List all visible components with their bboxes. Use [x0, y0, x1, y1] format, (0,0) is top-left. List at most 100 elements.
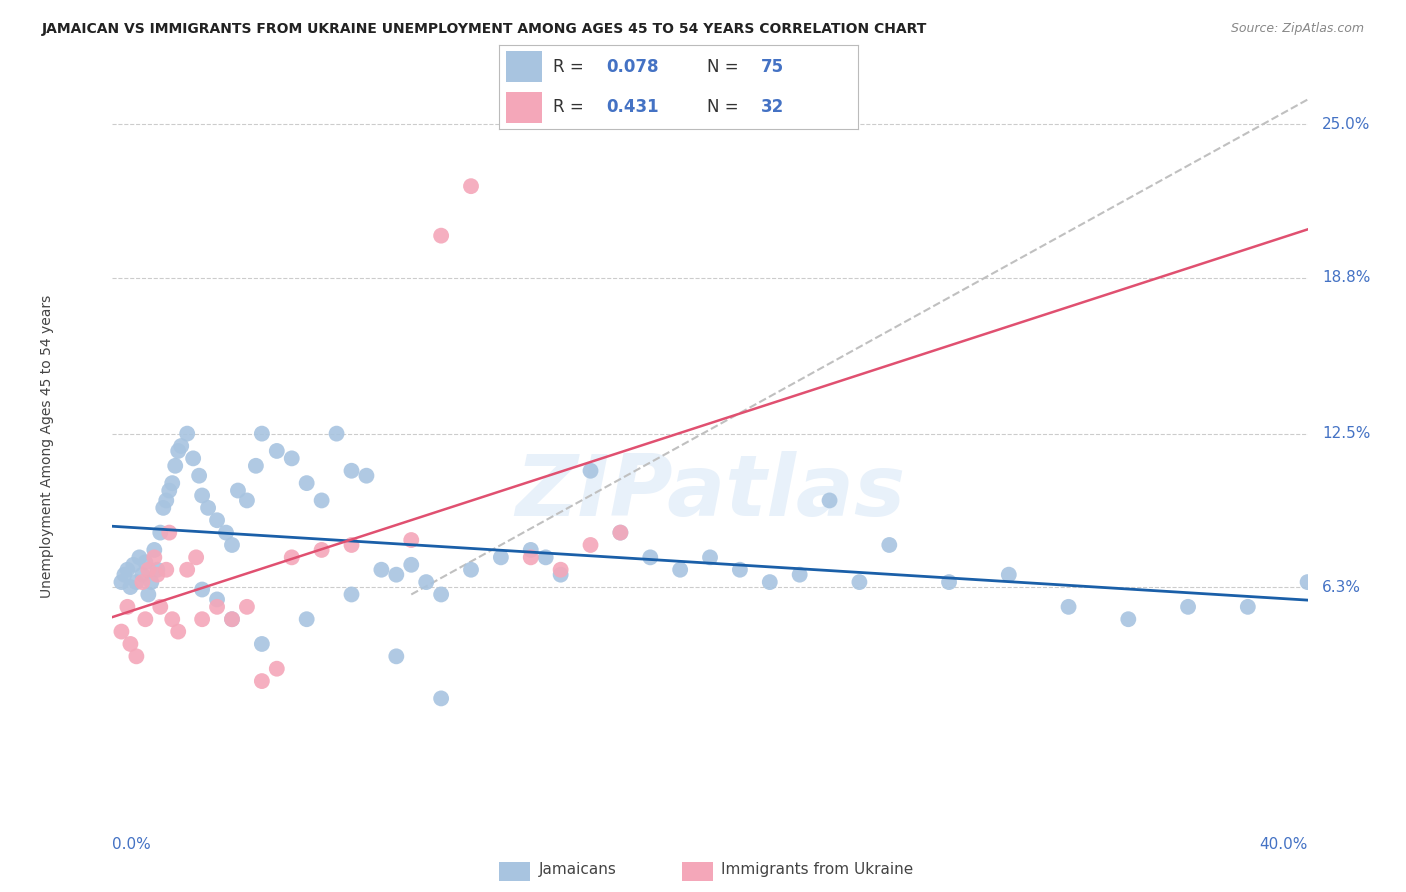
- Point: [114, 567, 135, 582]
- Text: ZIPatlas: ZIPatlas: [515, 450, 905, 533]
- Point: [325, 426, 347, 441]
- Point: [176, 563, 198, 577]
- Point: [176, 426, 198, 441]
- Point: [146, 567, 169, 582]
- Point: [191, 488, 214, 502]
- Point: [250, 426, 273, 441]
- Text: JAMAICAN VS IMMIGRANTS FROM UKRAINE UNEMPLOYMENT AMONG AGES 45 TO 54 YEARS CORRE: JAMAICAN VS IMMIGRANTS FROM UKRAINE UNEM…: [42, 22, 928, 37]
- Point: [131, 567, 153, 582]
- Point: [669, 563, 692, 577]
- Point: [1057, 599, 1080, 614]
- Point: [141, 575, 163, 590]
- Point: [138, 563, 160, 577]
- Point: [848, 575, 870, 590]
- Point: [167, 624, 190, 639]
- Point: [385, 567, 408, 582]
- Point: [385, 649, 408, 664]
- Point: [340, 538, 363, 552]
- Point: [170, 439, 193, 453]
- Point: [138, 587, 160, 601]
- Point: [143, 543, 166, 558]
- Point: [430, 228, 453, 243]
- Point: [131, 575, 153, 590]
- Point: [221, 612, 243, 626]
- Point: [818, 493, 841, 508]
- Point: [759, 575, 782, 590]
- Point: [157, 483, 180, 498]
- Point: [205, 513, 228, 527]
- Point: [415, 575, 437, 590]
- Point: [520, 543, 543, 558]
- Point: [165, 458, 187, 473]
- Point: [197, 500, 219, 515]
- Text: 0.431: 0.431: [607, 98, 659, 116]
- Text: N =: N =: [707, 58, 744, 76]
- Point: [430, 691, 453, 706]
- Point: [236, 493, 259, 508]
- Point: [120, 637, 142, 651]
- Point: [125, 575, 148, 590]
- Point: [143, 550, 166, 565]
- Point: [117, 599, 139, 614]
- Text: 40.0%: 40.0%: [1260, 837, 1308, 852]
- Point: [1118, 612, 1140, 626]
- Point: [191, 582, 214, 597]
- Point: [401, 558, 423, 572]
- Point: [1237, 599, 1260, 614]
- Text: N =: N =: [707, 98, 744, 116]
- Point: [295, 476, 318, 491]
- Point: [250, 674, 273, 689]
- Text: Unemployment Among Ages 45 to 54 years: Unemployment Among Ages 45 to 54 years: [39, 294, 53, 598]
- Point: [728, 563, 751, 577]
- Point: [181, 451, 204, 466]
- Text: R =: R =: [553, 58, 589, 76]
- Point: [401, 533, 423, 547]
- Point: [221, 538, 243, 552]
- Point: [266, 444, 288, 458]
- Point: [609, 525, 631, 540]
- Point: [520, 550, 543, 565]
- Point: [789, 567, 811, 582]
- Point: [281, 550, 304, 565]
- Point: [152, 500, 174, 515]
- Point: [146, 563, 169, 577]
- Point: [120, 580, 142, 594]
- Point: [1296, 575, 1319, 590]
- Point: [149, 525, 172, 540]
- Point: [370, 563, 392, 577]
- Point: [640, 550, 662, 565]
- Point: [117, 563, 139, 577]
- Point: [879, 538, 901, 552]
- Point: [149, 599, 172, 614]
- Point: [534, 550, 557, 565]
- Point: [157, 525, 180, 540]
- Text: 6.3%: 6.3%: [1322, 580, 1361, 595]
- Text: R =: R =: [553, 98, 589, 116]
- Point: [110, 575, 132, 590]
- Point: [281, 451, 304, 466]
- Point: [191, 612, 214, 626]
- Point: [155, 563, 177, 577]
- Bar: [506, 92, 543, 122]
- Point: [236, 599, 259, 614]
- Point: [205, 592, 228, 607]
- Point: [699, 550, 721, 565]
- Point: [550, 563, 572, 577]
- Point: [167, 444, 190, 458]
- Point: [226, 483, 249, 498]
- Text: 18.8%: 18.8%: [1322, 270, 1371, 285]
- Point: [162, 612, 183, 626]
- Point: [110, 624, 132, 639]
- Text: 0.078: 0.078: [607, 58, 659, 76]
- Point: [356, 468, 378, 483]
- Point: [579, 464, 602, 478]
- Point: [1177, 599, 1199, 614]
- Point: [550, 567, 572, 582]
- Point: [245, 458, 267, 473]
- Point: [186, 550, 208, 565]
- Text: 0.0%: 0.0%: [112, 837, 152, 852]
- Text: 75: 75: [761, 58, 785, 76]
- Text: 12.5%: 12.5%: [1322, 426, 1371, 442]
- Point: [155, 493, 177, 508]
- Point: [122, 558, 145, 572]
